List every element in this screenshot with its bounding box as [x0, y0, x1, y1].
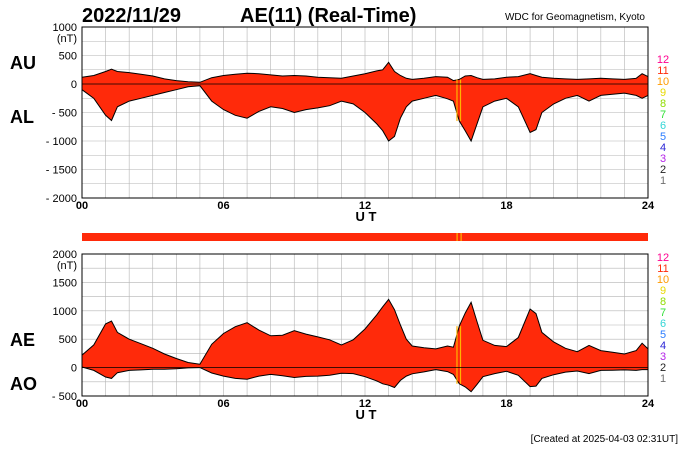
y-tick-label: 1500: [53, 277, 77, 289]
x-tick-label: 24: [642, 398, 655, 410]
station-key-label: 4: [660, 142, 666, 154]
x-tick-label: 00: [76, 398, 88, 410]
x-axis-label: U T: [356, 209, 377, 224]
ae-ao-panel: 2000 1500 1000 500 0 - 500 (nT) 00 06 12 18 24 U T: [52, 249, 655, 422]
station-key-label: 6: [660, 318, 666, 330]
y-tick-label: 1000: [53, 22, 77, 34]
station-key-label: 6: [660, 120, 666, 132]
station-key-label: 8: [660, 296, 666, 308]
au-al-frame: [81, 26, 649, 199]
station-key-label: 9: [660, 285, 666, 297]
au-al-panel: 1000 500 0 - 500 - 1000 - 1500 - 2000 (nT) 00 06 1…: [46, 22, 655, 224]
x-tick-label: 06: [217, 200, 229, 212]
y-tick-label: 500: [59, 51, 77, 63]
station-key-label: 9: [660, 87, 666, 99]
x-tick-label: 12: [359, 398, 371, 410]
station-key-label: 7: [660, 109, 666, 121]
y-tick-label: - 1500: [46, 165, 77, 177]
index-title: AE(11) (Real-Time): [240, 5, 416, 27]
station-key-label: 1: [660, 373, 666, 385]
station-key-label: 5: [660, 131, 666, 143]
y-tick-label: - 500: [52, 108, 77, 120]
ae-ao-lower-series-line: [81, 366, 648, 393]
station-key-label: 12: [657, 252, 669, 264]
station-key-label: 11: [657, 263, 668, 275]
y-tick-label: - 500: [52, 391, 77, 403]
station-key-label: 5: [660, 329, 666, 341]
station-key-label: 1: [660, 175, 666, 187]
station-key-label: 8: [660, 98, 666, 110]
station-key-label: 4: [660, 340, 666, 352]
y-unit-label: (nT): [57, 260, 77, 272]
au-al-lower-series-line: [81, 85, 649, 143]
side-label-ae: AE: [10, 330, 35, 350]
y-tick-label: 1000: [53, 306, 77, 318]
status-band: [82, 233, 648, 241]
y-tick-label: 2000: [53, 249, 77, 261]
x-tick-label: 12: [359, 200, 371, 212]
x-tick-label: 06: [217, 398, 229, 410]
y-tick-label: - 2000: [46, 193, 77, 205]
x-tick-label: 00: [76, 200, 88, 212]
station-key-label: 10: [657, 76, 669, 88]
x-tick-label: 24: [642, 200, 655, 212]
y-tick-label: 0: [71, 79, 77, 91]
side-label-ao: AO: [10, 374, 37, 394]
ae-ao-frame: [81, 253, 649, 397]
created-timestamp: [Created at 2025-04-03 02:31UT]: [531, 434, 679, 445]
station-key-label: 10: [657, 274, 669, 286]
side-label-al: AL: [10, 107, 34, 127]
side-label-au: AU: [10, 53, 36, 73]
source-label: WDC for Geomagnetism, Kyoto: [505, 12, 645, 23]
y-tick-label: 500: [59, 334, 77, 346]
station-key-label: 12: [657, 54, 669, 66]
station-key-label: 7: [660, 307, 666, 319]
station-key-label: 2: [660, 164, 666, 176]
station-key-label: 3: [660, 351, 666, 363]
y-tick-label: - 1000: [46, 136, 77, 148]
au-al-fill-area: [82, 62, 648, 141]
station-key-label: 3: [660, 153, 666, 165]
station-key-label: 2: [660, 362, 666, 374]
status-band-bar: [82, 233, 648, 241]
x-tick-label: 18: [500, 398, 512, 410]
x-axis-label: U T: [356, 407, 377, 422]
y-tick-label: 0: [71, 363, 77, 375]
x-tick-label: 18: [500, 200, 512, 212]
station-key-label: 11: [657, 65, 668, 77]
ae-ao-fill-area: [82, 299, 648, 392]
ae-ao-upper-series-line: [81, 298, 649, 365]
date-title: 2022/11/29: [82, 5, 181, 27]
status-band-gap: [460, 233, 462, 241]
status-band-gap: [456, 233, 458, 241]
y-unit-label: (nT): [57, 33, 77, 45]
au-al-upper-series-line: [81, 61, 649, 83]
